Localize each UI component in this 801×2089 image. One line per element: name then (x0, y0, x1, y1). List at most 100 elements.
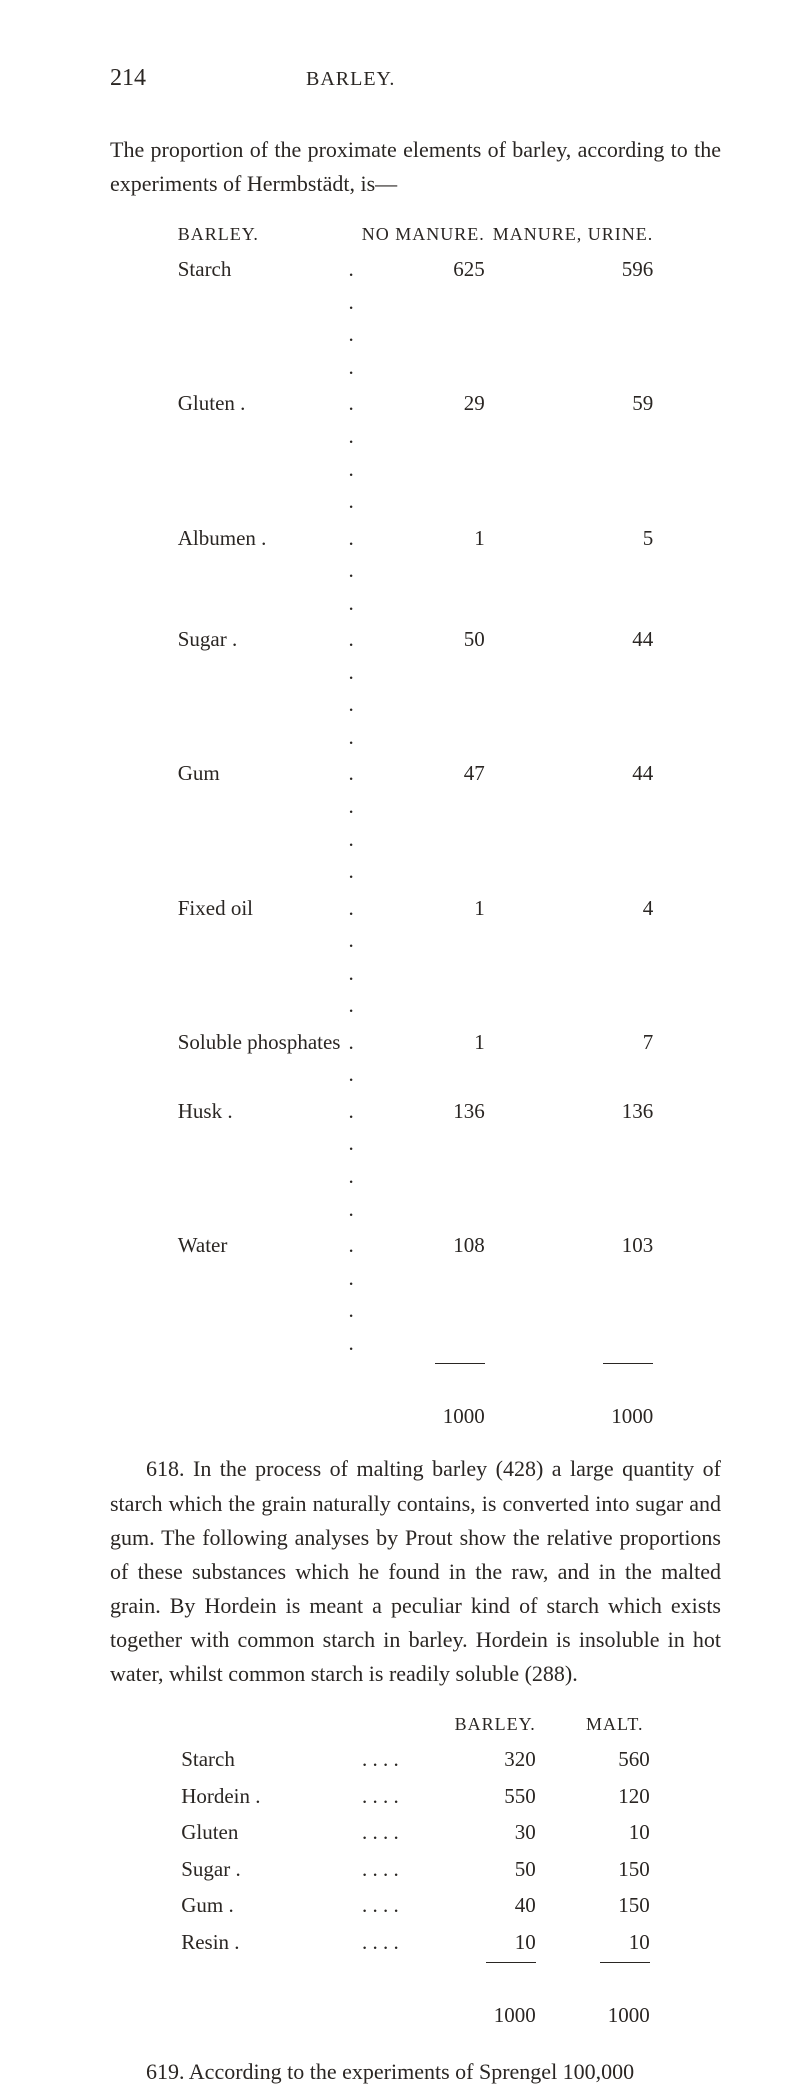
t2-col2-header: MALT. (576, 1709, 654, 1741)
t1-row: Gluten .. . . .2959 (174, 385, 658, 519)
t2-row: Resin .. . . .1010 (177, 1924, 654, 1961)
page-number: 214 (110, 60, 146, 97)
rule-icon (486, 1962, 536, 1964)
t1-value-1: 625 (358, 251, 489, 385)
leader-dots: . . . (344, 520, 357, 622)
t2-row: Starch. . . .320560 (177, 1741, 654, 1778)
t2-value-2: 120 (576, 1778, 654, 1815)
t1-label: Starch (174, 251, 345, 385)
t1-row: Fixed oil. . . .14 (174, 890, 658, 1024)
t2-value-2: 560 (576, 1741, 654, 1778)
t1-row: Gum. . . .4744 (174, 755, 658, 889)
t1-col-label: BARLEY. (174, 219, 345, 251)
table-2-header: BARLEY. MALT. (177, 1709, 654, 1741)
t1-total-1: 1000 (358, 1398, 489, 1435)
t2-total-2: 1000 (576, 1997, 654, 2034)
rule-icon (603, 1363, 653, 1365)
t2-value-2: 10 (576, 1924, 654, 1961)
t1-col2-header: MANURE, URINE. (489, 219, 658, 251)
t1-label: Fixed oil (174, 890, 345, 1024)
leader-dots: . . . . (344, 621, 357, 755)
leader-dots: . . . . (344, 1093, 357, 1227)
t2-row: Gum .. . . .40150 (177, 1887, 654, 1924)
table-1-header: BARLEY. NO MANURE. MANURE, URINE. (174, 219, 658, 251)
leader-dots: . . . . (344, 385, 357, 519)
leader-dots: . . (344, 1024, 357, 1093)
t1-value-2: 103 (489, 1227, 658, 1361)
t2-row: Gluten. . . .3010 (177, 1814, 654, 1851)
leader-dots: . . . . (344, 251, 357, 385)
leader-dots: . . . . (358, 1778, 451, 1815)
t2-value-1: 40 (451, 1887, 576, 1924)
t2-label: Hordein . (177, 1778, 358, 1815)
running-head: BARLEY. (306, 64, 395, 95)
t1-value-1: 1 (358, 520, 489, 622)
t1-rule-row (174, 1361, 658, 1398)
t2-value-1: 50 (451, 1851, 576, 1888)
rule-icon (600, 1962, 650, 1964)
t2-label: Starch (177, 1741, 358, 1778)
page-header: 214 BARLEY. (110, 60, 721, 97)
paragraph-618: 618. In the process of malting barley (4… (110, 1452, 721, 1691)
page: 214 BARLEY. The proportion of the proxim… (0, 0, 801, 1395)
t1-row: Starch. . . .625596 (174, 251, 658, 385)
t1-row: Husk .. . . .136136 (174, 1093, 658, 1227)
t2-rule-row (177, 1960, 654, 1997)
t1-total-row: 1000 1000 (174, 1398, 658, 1435)
t2-label: Sugar . (177, 1851, 358, 1888)
t2-value-2: 150 (576, 1851, 654, 1888)
t1-label: Husk . (174, 1093, 345, 1227)
t1-col1-header: NO MANURE. (358, 219, 489, 251)
t2-value-2: 150 (576, 1887, 654, 1924)
rule-icon (435, 1363, 485, 1365)
table-2: BARLEY. MALT. Starch. . . .320560Hordein… (177, 1709, 654, 2033)
paragraph-619: 619. According to the experiments of Spr… (110, 2055, 721, 2089)
t2-value-1: 550 (451, 1778, 576, 1815)
t2-row: Hordein .. . . .550120 (177, 1778, 654, 1815)
t1-row: Soluble phosphates. .17 (174, 1024, 658, 1093)
leader-dots: . . . . (344, 890, 357, 1024)
t2-col1-header: BARLEY. (451, 1709, 576, 1741)
t2-value-1: 10 (451, 1924, 576, 1961)
t1-value-2: 596 (489, 251, 658, 385)
t1-value-1: 47 (358, 755, 489, 889)
t1-label: Water (174, 1227, 345, 1361)
leader-dots: . . . . (358, 1741, 451, 1778)
t1-row: Albumen .. . .15 (174, 520, 658, 622)
t1-total-2: 1000 (489, 1398, 658, 1435)
t2-label: Gluten (177, 1814, 358, 1851)
t2-value-1: 30 (451, 1814, 576, 1851)
t1-value-2: 136 (489, 1093, 658, 1227)
t1-label: Soluble phosphates (174, 1024, 345, 1093)
t1-value-2: 44 (489, 621, 658, 755)
t1-value-2: 7 (489, 1024, 658, 1093)
t2-row: Sugar .. . . .50150 (177, 1851, 654, 1888)
t2-label: Resin . (177, 1924, 358, 1961)
leader-dots: . . . . (344, 1227, 357, 1361)
t1-label: Gluten . (174, 385, 345, 519)
t1-label: Albumen . (174, 520, 345, 622)
t2-value-2: 10 (576, 1814, 654, 1851)
t1-value-2: 59 (489, 385, 658, 519)
t1-value-1: 108 (358, 1227, 489, 1361)
table-1: BARLEY. NO MANURE. MANURE, URINE. Starch… (174, 219, 658, 1434)
paragraph-intro: The proportion of the proximate elements… (110, 133, 721, 201)
t2-label: Gum . (177, 1887, 358, 1924)
t1-label: Gum (174, 755, 345, 889)
t1-label: Sugar . (174, 621, 345, 755)
t1-row: Water. . . .108103 (174, 1227, 658, 1361)
t1-value-2: 4 (489, 890, 658, 1024)
leader-dots: . . . . (344, 755, 357, 889)
t1-value-2: 44 (489, 755, 658, 889)
leader-dots: . . . . (358, 1924, 451, 1961)
t2-value-1: 320 (451, 1741, 576, 1778)
t1-row: Sugar .. . . .5044 (174, 621, 658, 755)
t1-value-1: 1 (358, 1024, 489, 1093)
t2-total-1: 1000 (451, 1997, 576, 2034)
t1-value-1: 1 (358, 890, 489, 1024)
leader-dots: . . . . (358, 1814, 451, 1851)
leader-dots: . . . . (358, 1851, 451, 1888)
t1-value-1: 29 (358, 385, 489, 519)
t1-value-2: 5 (489, 520, 658, 622)
t1-value-1: 136 (358, 1093, 489, 1227)
